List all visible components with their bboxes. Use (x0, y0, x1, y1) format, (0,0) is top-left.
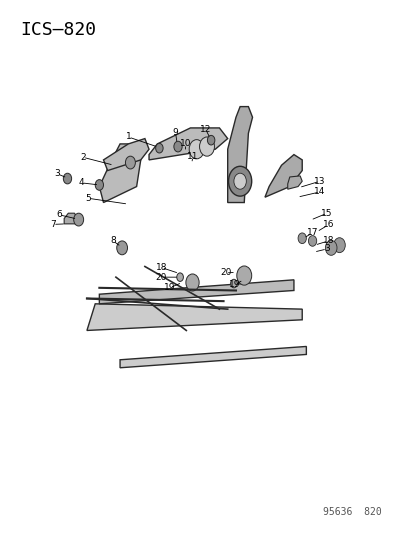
Text: 18: 18 (322, 237, 333, 245)
Text: 19: 19 (229, 280, 240, 289)
Text: 19: 19 (164, 284, 175, 292)
Polygon shape (64, 213, 76, 224)
Circle shape (116, 241, 127, 255)
Text: 17: 17 (306, 229, 318, 237)
Text: 1: 1 (125, 133, 131, 141)
Polygon shape (87, 304, 301, 330)
Circle shape (173, 141, 182, 152)
Text: 3: 3 (323, 245, 329, 253)
Circle shape (176, 273, 183, 281)
Circle shape (207, 135, 214, 145)
Circle shape (74, 213, 83, 226)
Text: 12: 12 (199, 125, 211, 134)
Circle shape (199, 137, 214, 156)
Text: 16: 16 (322, 221, 333, 229)
Circle shape (233, 173, 246, 189)
Circle shape (297, 233, 306, 244)
Text: 6: 6 (56, 211, 62, 219)
Text: 4: 4 (78, 179, 84, 187)
Text: 5: 5 (85, 194, 91, 203)
Polygon shape (99, 280, 293, 304)
Circle shape (95, 180, 103, 190)
Text: 20: 20 (155, 273, 167, 281)
Polygon shape (227, 107, 252, 203)
Text: 3: 3 (54, 169, 60, 178)
Circle shape (228, 166, 251, 196)
Polygon shape (264, 155, 301, 197)
Circle shape (189, 140, 204, 159)
Text: ICS–820: ICS–820 (21, 21, 97, 39)
Text: 10: 10 (179, 140, 191, 148)
Text: 20: 20 (219, 269, 231, 277)
Circle shape (325, 240, 336, 255)
Polygon shape (149, 128, 227, 160)
Text: 2: 2 (80, 153, 85, 161)
Polygon shape (99, 144, 140, 203)
Text: 9: 9 (172, 128, 178, 137)
Circle shape (125, 156, 135, 169)
Polygon shape (103, 139, 149, 171)
Circle shape (236, 266, 251, 285)
Text: 14: 14 (313, 188, 325, 196)
Text: 18: 18 (155, 263, 167, 272)
Text: 13: 13 (313, 177, 325, 185)
Text: 15: 15 (320, 209, 332, 217)
Text: 95636  820: 95636 820 (322, 507, 381, 517)
Circle shape (230, 279, 237, 288)
Circle shape (155, 143, 163, 153)
Circle shape (185, 274, 199, 291)
Circle shape (63, 173, 71, 184)
Text: 8: 8 (110, 237, 116, 245)
Text: 7: 7 (50, 220, 56, 229)
Circle shape (333, 238, 344, 253)
Polygon shape (120, 346, 306, 368)
Text: 11: 11 (187, 152, 198, 160)
Circle shape (308, 236, 316, 246)
Polygon shape (287, 176, 301, 189)
